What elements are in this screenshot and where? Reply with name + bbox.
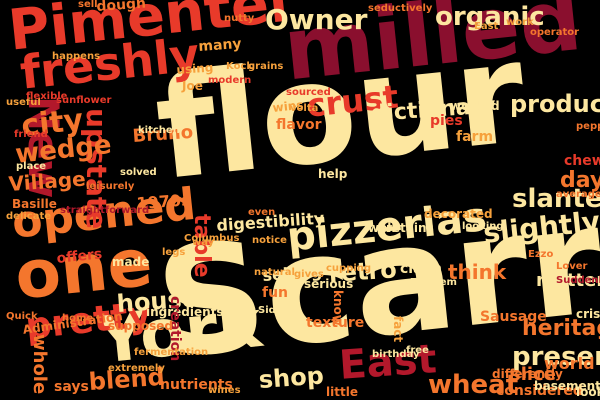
word-straightforward: straightforward bbox=[60, 205, 150, 216]
word-flavor: flavor bbox=[276, 117, 322, 133]
word-produce: produce bbox=[510, 90, 600, 118]
word-place: place bbox=[16, 161, 47, 172]
word-delicate: delicate bbox=[6, 211, 52, 222]
word-side: Side bbox=[258, 305, 283, 316]
word-many: many bbox=[197, 35, 243, 55]
word-village: Village bbox=[7, 166, 87, 196]
word-fermentation: fermentation bbox=[134, 347, 209, 358]
word-nutty: nutty bbox=[224, 13, 255, 24]
word-considered: considered bbox=[496, 383, 583, 399]
word-quick: Quick bbox=[6, 311, 38, 322]
word-volta: volta bbox=[290, 103, 319, 114]
word-think: think bbox=[448, 260, 507, 284]
word-birthday: birthday bbox=[372, 349, 420, 360]
word-sourced: sourced bbox=[286, 87, 331, 98]
word-work: work bbox=[506, 17, 534, 28]
word-day: day bbox=[560, 168, 600, 193]
word-supposed: supposed bbox=[108, 319, 173, 333]
word-claim: claim bbox=[400, 261, 442, 277]
word-shop: shop bbox=[257, 361, 325, 394]
word-organic: organic bbox=[435, 2, 545, 32]
word-seductively: seductively bbox=[368, 3, 433, 14]
word-help: help bbox=[318, 167, 348, 181]
word-operator: operator bbox=[530, 27, 580, 38]
word-chewy: chewy bbox=[564, 153, 600, 169]
word-extremely: extremely bbox=[108, 363, 165, 374]
word-slanted: slanted bbox=[512, 184, 600, 214]
word-little: little bbox=[326, 385, 358, 399]
word-kitchen: kitchen bbox=[138, 125, 180, 136]
word-kock: Kock bbox=[226, 61, 254, 72]
word-whole: whole bbox=[29, 334, 50, 395]
word-differently: differently bbox=[492, 367, 563, 381]
word-notice: notice bbox=[252, 235, 287, 246]
word-basille: Basille bbox=[12, 197, 57, 211]
word-way: way bbox=[192, 237, 215, 248]
word-columbus: Columbus bbox=[184, 233, 240, 244]
word-nutrients: nutrients bbox=[160, 377, 233, 393]
word-decorated: decorated bbox=[424, 207, 493, 221]
word-dough: dough bbox=[95, 0, 147, 15]
word-lover: Lover bbox=[556, 261, 588, 272]
word-fun: fun bbox=[262, 285, 289, 301]
word-present: present bbox=[512, 342, 600, 372]
word-sunflower: sunflower bbox=[56, 95, 112, 106]
word-flexible: flexible bbox=[26, 91, 68, 102]
word-natural: natural bbox=[254, 267, 295, 278]
word-legs: legs bbox=[162, 247, 186, 258]
word-modern: modern bbox=[208, 75, 252, 86]
word-leisurely: leisurely bbox=[86, 181, 135, 192]
word-problem: Problem bbox=[410, 277, 457, 288]
word-happens: happens bbox=[52, 51, 101, 62]
word-owner: Owner bbox=[265, 3, 368, 36]
word-sausage: Sausage bbox=[480, 309, 547, 325]
word-looking: looking bbox=[462, 221, 504, 232]
word-sell: sell bbox=[78, 0, 98, 10]
word-ingredients: ingredients bbox=[146, 305, 224, 319]
word-world: world bbox=[544, 354, 595, 373]
word-solved: solved bbox=[120, 167, 157, 178]
word-friend: friend bbox=[14, 129, 48, 140]
word-ezzo: Ezzo bbox=[528, 249, 554, 260]
word-look: look bbox=[576, 385, 600, 399]
word-useful: useful bbox=[6, 97, 41, 108]
word-basement: basement bbox=[534, 379, 600, 393]
word-suddenly: Suddenly bbox=[556, 275, 600, 286]
word-farm: farm bbox=[456, 129, 494, 145]
word-even: even bbox=[248, 207, 276, 218]
word-says: says bbox=[54, 379, 89, 395]
word-using: using bbox=[175, 60, 214, 77]
word-pepperoni: pepperoni bbox=[576, 121, 600, 132]
word-wheat: wheat bbox=[428, 370, 519, 400]
word-gives: gives bbox=[294, 269, 324, 280]
word-free: free bbox=[406, 345, 429, 356]
word-matter: matter bbox=[536, 270, 600, 291]
word-retains: retains bbox=[386, 221, 434, 235]
word-wines: wines bbox=[208, 385, 241, 396]
word-home: home bbox=[62, 313, 94, 324]
word-heritage: heritage bbox=[522, 316, 600, 341]
word-well: well bbox=[368, 221, 396, 235]
word-joe: Joe bbox=[182, 79, 203, 93]
word-pies: pies bbox=[430, 113, 463, 129]
word-cupping: cupping bbox=[326, 263, 372, 274]
word-average: average bbox=[556, 189, 600, 200]
word-fact: fact bbox=[391, 316, 405, 343]
word-slice: slice bbox=[510, 364, 556, 385]
word-east: East bbox=[474, 21, 499, 32]
word-made: made bbox=[112, 255, 150, 269]
word-serious: serious bbox=[304, 277, 354, 291]
word-texture: texture bbox=[306, 315, 365, 331]
word-crisp: crisp bbox=[576, 307, 600, 321]
word-grains: grains bbox=[248, 61, 284, 72]
word-worked: worked bbox=[450, 99, 500, 113]
